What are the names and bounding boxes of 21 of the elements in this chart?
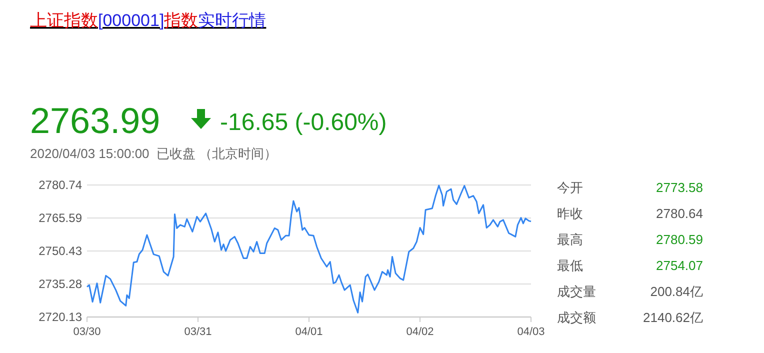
chart-title: 上证指数[000001]指数实时行情 bbox=[30, 11, 266, 30]
text: 成交额 2140.62亿 bbox=[557, 310, 703, 325]
x-tick-label: 04/01 bbox=[295, 326, 323, 338]
text: 2763.99 bbox=[30, 100, 160, 141]
x-tick-label: 03/31 bbox=[184, 326, 212, 338]
y-tick-label: 2720.13 bbox=[38, 310, 82, 324]
text: -16.65 (-0.60%) bbox=[220, 109, 387, 136]
x-tick-label: 04/02 bbox=[406, 326, 434, 338]
text: 最高 2780.59 bbox=[557, 232, 703, 247]
text: 昨收 2780.64 bbox=[557, 206, 703, 221]
x-tick-label: 04/03 bbox=[517, 326, 545, 338]
y-tick-label: 2750.43 bbox=[38, 244, 82, 258]
text: 最低 2754.07 bbox=[557, 258, 703, 273]
line-series bbox=[86, 184, 532, 314]
chart-subtitle: 2020/04/03 15:00:00 已收盘 （北京时间） bbox=[30, 146, 278, 161]
x-tick-label: 03/30 bbox=[73, 326, 101, 338]
text: 成交量 200.84亿 bbox=[557, 284, 703, 299]
y-tick-label: 2780.74 bbox=[38, 178, 82, 192]
y-tick-label: 2735.28 bbox=[38, 276, 82, 291]
y-tick-label: 2765.59 bbox=[38, 210, 82, 225]
text: 今开 2773.58 bbox=[557, 180, 703, 195]
